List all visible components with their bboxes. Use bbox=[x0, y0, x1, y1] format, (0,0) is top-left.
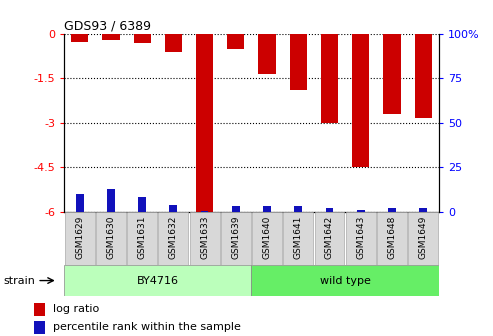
Bar bbox=[258, 34, 276, 74]
Bar bbox=[232, 206, 240, 212]
Bar bbox=[294, 206, 302, 212]
Bar bbox=[201, 211, 209, 212]
Bar bbox=[138, 198, 146, 212]
Bar bbox=[263, 206, 271, 212]
Bar bbox=[352, 34, 369, 167]
FancyBboxPatch shape bbox=[252, 212, 282, 265]
Text: GSM1639: GSM1639 bbox=[231, 216, 240, 259]
Text: wild type: wild type bbox=[319, 276, 371, 286]
Text: GSM1629: GSM1629 bbox=[75, 216, 84, 259]
Text: GDS93 / 6389: GDS93 / 6389 bbox=[64, 19, 151, 33]
FancyBboxPatch shape bbox=[96, 212, 126, 265]
Text: GSM1642: GSM1642 bbox=[325, 216, 334, 259]
FancyBboxPatch shape bbox=[408, 212, 438, 265]
FancyBboxPatch shape bbox=[283, 212, 313, 265]
Text: strain: strain bbox=[3, 276, 35, 286]
Text: GSM1648: GSM1648 bbox=[387, 216, 396, 259]
FancyBboxPatch shape bbox=[190, 212, 219, 265]
Text: GSM1633: GSM1633 bbox=[200, 216, 209, 259]
Bar bbox=[227, 34, 245, 49]
FancyBboxPatch shape bbox=[65, 212, 95, 265]
Bar bbox=[419, 208, 427, 212]
Text: percentile rank within the sample: percentile rank within the sample bbox=[54, 323, 242, 333]
FancyBboxPatch shape bbox=[377, 212, 407, 265]
Text: BY4716: BY4716 bbox=[137, 276, 179, 286]
Text: log ratio: log ratio bbox=[54, 304, 100, 314]
Bar bbox=[34, 303, 44, 316]
Bar bbox=[290, 34, 307, 90]
Text: GSM1630: GSM1630 bbox=[106, 216, 115, 259]
Text: GSM1631: GSM1631 bbox=[138, 216, 146, 259]
FancyBboxPatch shape bbox=[158, 212, 188, 265]
FancyBboxPatch shape bbox=[315, 212, 345, 265]
Bar bbox=[76, 194, 84, 212]
Bar bbox=[357, 210, 365, 212]
Bar bbox=[107, 188, 115, 212]
Text: GSM1640: GSM1640 bbox=[263, 216, 272, 259]
Bar bbox=[134, 34, 151, 43]
Text: GSM1641: GSM1641 bbox=[294, 216, 303, 259]
FancyBboxPatch shape bbox=[251, 265, 439, 296]
Bar bbox=[415, 34, 432, 118]
Bar bbox=[325, 208, 333, 212]
FancyBboxPatch shape bbox=[127, 212, 157, 265]
Text: GSM1643: GSM1643 bbox=[356, 216, 365, 259]
Text: GSM1649: GSM1649 bbox=[419, 216, 427, 259]
Bar bbox=[384, 34, 400, 114]
Text: GSM1632: GSM1632 bbox=[169, 216, 178, 259]
Bar bbox=[321, 34, 338, 123]
FancyBboxPatch shape bbox=[64, 265, 251, 296]
Bar bbox=[165, 34, 182, 52]
Bar bbox=[170, 205, 177, 212]
FancyBboxPatch shape bbox=[346, 212, 376, 265]
FancyBboxPatch shape bbox=[221, 212, 251, 265]
Bar bbox=[388, 208, 396, 212]
Bar bbox=[196, 34, 213, 212]
Bar bbox=[71, 34, 88, 42]
Bar bbox=[34, 321, 44, 334]
Bar bbox=[103, 34, 119, 40]
